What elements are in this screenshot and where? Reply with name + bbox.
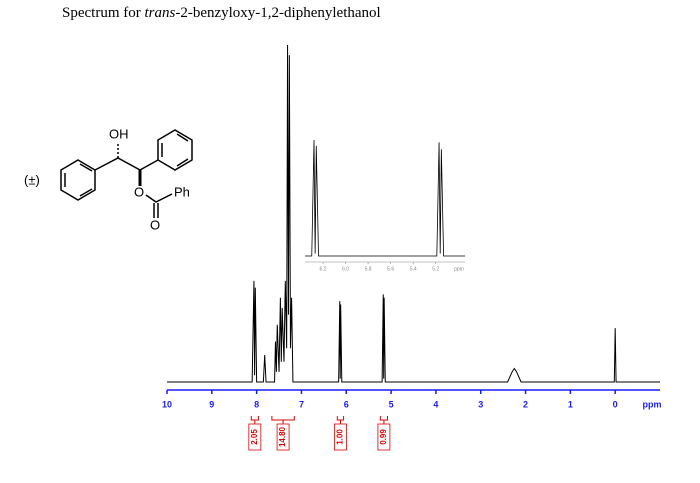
x-tick-label: 6.0 (342, 266, 349, 272)
x-tick-label: 3 (478, 399, 483, 409)
bond (79, 188, 93, 197)
x-tick-label: 1 (568, 399, 573, 409)
x-tick-label: 5 (389, 399, 394, 409)
title: Spectrum for trans-2-benzyloxy-1,2-diphe… (62, 5, 381, 21)
x-axis-label: ppm (643, 399, 662, 409)
integral-box (276, 423, 290, 451)
structure-labels: (±) OH O Ph O (24, 126, 190, 232)
bond (145, 193, 173, 203)
x-tick-label: 9 (209, 399, 214, 409)
integral-box (334, 423, 347, 451)
x-tick-label: 4 (433, 399, 438, 409)
x-tick-label: 8 (254, 399, 259, 409)
integral-label: 2.05 (250, 429, 259, 445)
x-axis-label: ppm (454, 266, 464, 272)
integral-box (377, 423, 391, 451)
bond (176, 158, 189, 167)
integral-label: 0.99 (379, 429, 388, 445)
x-tick-label: 2 (523, 399, 528, 409)
integral-label: 1.00 (336, 429, 345, 445)
bond (79, 163, 93, 172)
x-tick-label: 5.6 (387, 266, 394, 272)
structure (60, 129, 193, 218)
x-tick-label: 0 (613, 399, 618, 409)
integral-label: 14.80 (278, 426, 287, 447)
title-italic: trans (144, 5, 175, 21)
atom-label: O (150, 217, 160, 232)
bond (139, 159, 159, 171)
ring (60, 159, 96, 201)
integral-bracket (271, 416, 295, 424)
atom-label: Ph (174, 184, 190, 199)
bond (94, 157, 141, 171)
integral-box (248, 423, 262, 451)
x-tick-label: 6 (344, 399, 349, 409)
spectrum-line (305, 139, 465, 257)
integral-bracket (336, 416, 345, 424)
spectrum-line (167, 44, 660, 383)
x-tick-label: 5.2 (432, 266, 439, 272)
atom-label: OH (109, 126, 129, 141)
prefix: (±) (24, 172, 40, 187)
atom-label: O (134, 184, 144, 199)
integral-bracket (250, 416, 259, 424)
x-tick-label: 5.4 (410, 266, 417, 272)
x-tick-label: 6.2 (320, 266, 327, 272)
ring (157, 129, 193, 171)
title-end: -2-benzyloxy-1,2-diphenylethanol (175, 5, 380, 21)
x-tick-label: 10 (162, 399, 172, 409)
bond (176, 133, 189, 142)
x-tick-label: 5.8 (365, 266, 372, 272)
title-start: Spectrum for (62, 5, 141, 21)
integral-bracket (379, 416, 389, 424)
x-tick-label: 7 (299, 399, 304, 409)
